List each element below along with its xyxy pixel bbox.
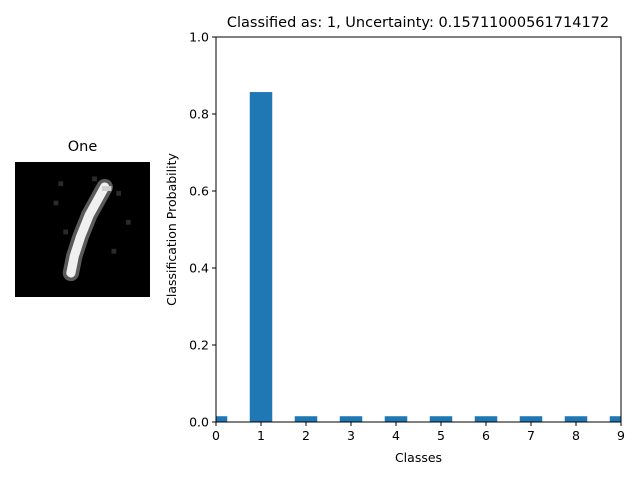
digit-image	[15, 162, 150, 297]
plot-frame	[215, 36, 622, 423]
y-tick-label: 0.6	[189, 184, 209, 199]
bar-class-8	[564, 416, 588, 422]
x-tick-label: 1	[257, 428, 265, 443]
x-tick-label: 0	[212, 428, 220, 443]
chart-title: Classified as: 1, Uncertainty: 0.1571100…	[227, 15, 609, 31]
x-tick-label: 5	[437, 428, 445, 443]
x-tick-label: 2	[302, 428, 310, 443]
bar-class-9	[609, 416, 621, 422]
x-tick-label: 8	[572, 428, 580, 443]
bar-class-0	[216, 416, 228, 422]
bar-class-3	[339, 416, 363, 422]
x-axis-label: Classes	[395, 450, 442, 465]
y-tick-label: 0.8	[189, 107, 209, 122]
y-tick-label: 0.2	[189, 338, 209, 353]
bar-class-2	[294, 416, 318, 422]
y-tick-label: 1.0	[189, 30, 209, 45]
bar-class-4	[384, 416, 408, 422]
x-tick-label: 7	[527, 428, 535, 443]
bar-class-5	[429, 416, 453, 422]
x-tick-label: 4	[392, 428, 400, 443]
y-axis-label: Classification Probability	[164, 153, 179, 306]
image-title: One	[67, 139, 98, 155]
bar-class-1	[249, 92, 273, 423]
bar-class-7	[519, 416, 543, 422]
x-tick-label: 3	[347, 428, 355, 443]
x-tick-label: 6	[482, 428, 490, 443]
bar-class-6	[474, 416, 498, 422]
y-tick-label: 0.0	[189, 415, 209, 430]
x-tick-label: 9	[617, 428, 625, 443]
y-tick-label: 0.4	[189, 261, 209, 276]
